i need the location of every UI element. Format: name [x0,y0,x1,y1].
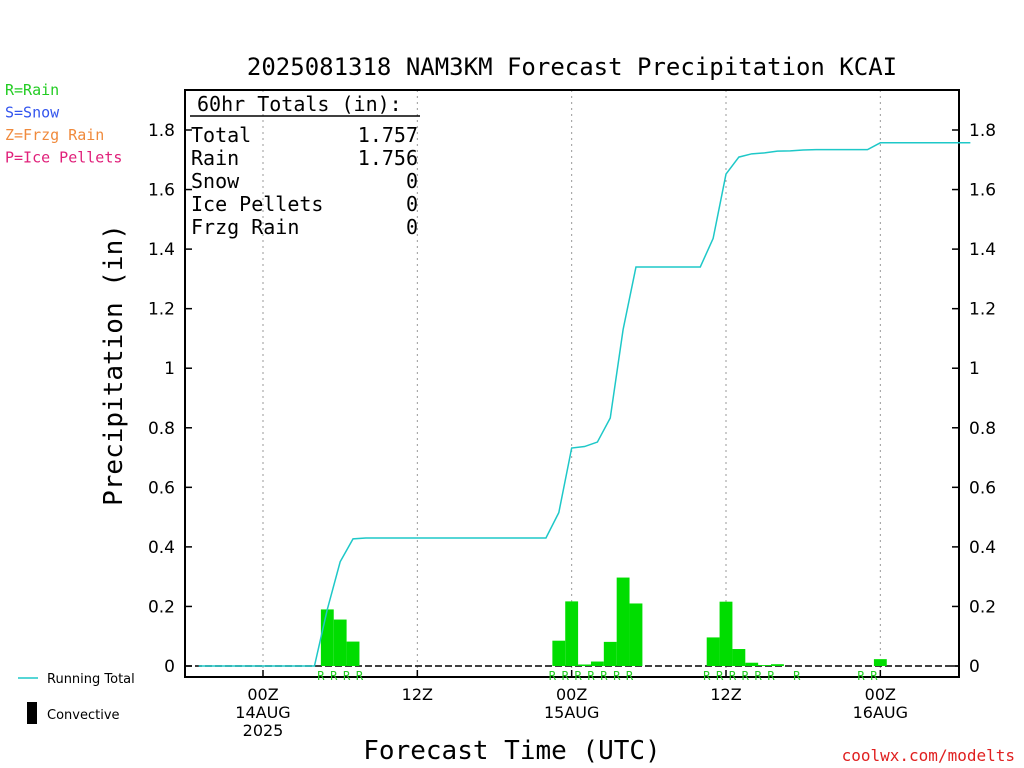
credit-text: coolwx.com/modelts [842,746,1015,765]
y-tick-label: 1.2 [148,300,175,320]
totals-row-value: 1.756 [358,146,418,170]
totals-row-value: 1.757 [358,123,418,147]
ptype-mark: R [793,669,801,683]
y-tick-label: 1.8 [148,121,175,141]
y-tick-label: 1.6 [969,181,996,201]
x-tick-label: 12Z [710,685,741,704]
chart-title: 2025081318 NAM3KM Forecast Precipitation… [247,53,897,81]
ptype-mark: R [716,669,724,683]
rain-bar [873,659,887,666]
y-tick-label: 0.4 [969,538,996,558]
ptype-legend-item: Z=Frzg Rain [5,126,104,144]
running-total-line [198,142,971,667]
y-tick-label: 1.4 [969,240,996,260]
totals-heading: 60hr Totals (in): [197,92,402,116]
ptype-mark: R [356,669,364,683]
rain-bar [629,603,643,666]
ptype-mark: R [330,669,338,683]
y-tick-label: 1 [969,359,980,379]
series-legend: Running Total Convective [18,672,135,724]
rain-bar [603,641,617,666]
y-tick-label: 1.2 [969,300,996,320]
legend-swatch-bar [27,702,37,724]
y-axis-right: 0 0.2 0.4 0.6 0.8 1 1.2 1.4 1.6 1.8 [952,121,996,677]
rain-bar [333,619,347,666]
y-tick-label: 1.6 [148,181,175,201]
y-tick-label: 0.8 [969,419,996,439]
ptype-mark: R [870,669,878,683]
y-tick-label: 1 [164,359,175,379]
y-tick-label: 0.8 [148,419,175,439]
ptype-mark: R [549,669,557,683]
rain-bars [320,577,887,666]
ptype-legend-item: S=Snow [5,104,60,122]
x-tick-label: 14AUG [235,703,290,722]
y-tick-label: 0 [164,657,175,677]
ptype-legend: R=Rain S=Snow Z=Frzg Rain P=Ice Pellets [5,81,122,167]
rain-bar [745,662,759,666]
y-tick-label: 1.8 [969,121,996,141]
rain-bar [552,640,566,666]
rain-bar [578,664,591,666]
rain-bar [320,609,334,666]
y-tick-label: 0.2 [969,597,996,617]
rain-bar [706,637,720,666]
y-axis-title: Precipitation (in) [99,224,129,506]
x-tick-label: 00Z [865,685,896,704]
rain-bar [719,601,733,666]
totals-row-value: 0 [406,169,418,193]
rain-bar [732,649,746,666]
x-tick-label: 16AUG [853,703,908,722]
ptype-mark: R [562,669,570,683]
totals-row-value: 0 [406,192,418,216]
ptype-mark: R [600,669,608,683]
ptype-mark: R [587,669,595,683]
totals-row-label: Ice Pellets [191,192,323,216]
ptype-mark: R [343,669,351,683]
ptype-legend-item: R=Rain [5,81,59,99]
ptype-mark: R [742,669,750,683]
ptype-mark: R [767,669,775,683]
totals-box: 60hr Totals (in): Total 1.757 Rain 1.756 Snow… [190,92,420,239]
totals-row-label: Total [191,123,251,147]
rain-bar [616,577,630,666]
y-tick-label: 0.6 [148,478,175,498]
legend-label: Convective [47,708,120,723]
totals-row-label: Rain [191,146,239,170]
ptype-mark: R [703,669,711,683]
rain-bar [758,665,772,666]
x-tick-label: 00Z [556,685,587,704]
rain-bar [771,664,784,666]
rain-bar [346,641,360,666]
x-axis-title: Forecast Time (UTC) [363,736,660,766]
grid-lines [262,90,881,677]
ptype-mark: R [317,669,325,683]
totals-row-label: Frzg Rain [191,215,299,239]
rain-bar [590,661,604,666]
x-tick-label: 12Z [402,685,433,704]
ptype-mark: R [626,669,634,683]
ptype-legend-item: P=Ice Pellets [5,149,122,167]
ptype-mark: R [613,669,621,683]
x-tick-label: 00Z [247,685,278,704]
totals-row-value: 0 [406,215,418,239]
totals-row-label: Snow [191,169,240,193]
x-tick-label: 2025 [243,721,284,740]
rain-bar [565,601,579,666]
y-tick-label: 0.6 [969,478,996,498]
y-tick-label: 0 [969,657,980,677]
y-tick-label: 0.2 [148,597,175,617]
y-tick-label: 1.4 [148,240,175,260]
x-tick-label: 15AUG [544,703,599,722]
ptype-mark: R [574,669,582,683]
ptype-mark: R [755,669,763,683]
legend-label: Running Total [47,672,135,687]
y-tick-label: 0.4 [148,538,175,558]
ptype-mark: R [729,669,737,683]
ptype-mark: R [857,669,865,683]
y-axis-left: 0 0.2 0.4 0.6 0.8 1 1.2 1.4 1.6 1.8 [148,121,192,677]
